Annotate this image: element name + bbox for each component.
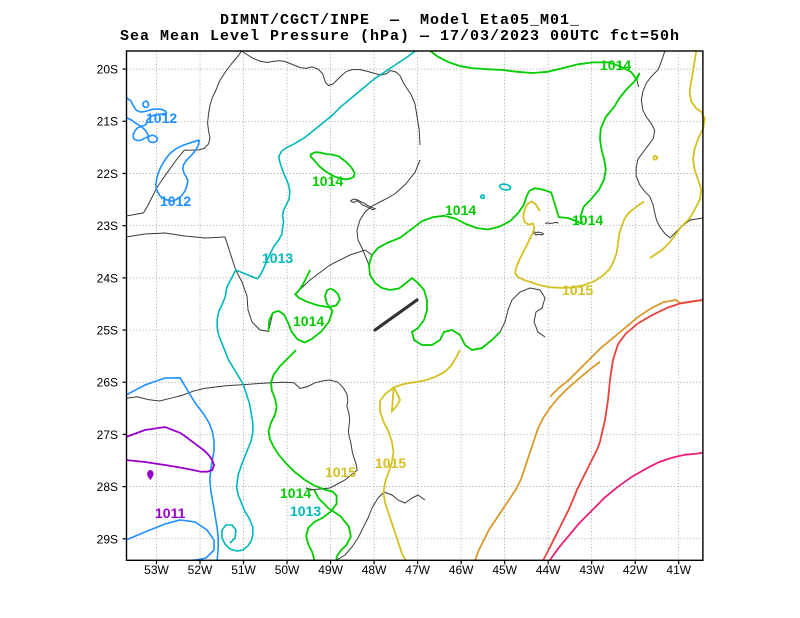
svg-text:1014: 1014 xyxy=(312,173,343,189)
svg-text:1015: 1015 xyxy=(325,464,356,480)
svg-text:22S: 22S xyxy=(97,167,118,181)
svg-text:27S: 27S xyxy=(97,428,118,442)
svg-text:1013: 1013 xyxy=(290,503,321,519)
svg-text:20S: 20S xyxy=(97,63,118,77)
svg-text:1014: 1014 xyxy=(600,57,631,73)
svg-text:47W: 47W xyxy=(405,563,430,577)
svg-text:50W: 50W xyxy=(275,563,300,577)
svg-text:48W: 48W xyxy=(362,563,387,577)
svg-text:51W: 51W xyxy=(231,563,256,577)
svg-text:1014: 1014 xyxy=(293,313,324,329)
svg-text:1013: 1013 xyxy=(262,250,293,266)
svg-text:1012: 1012 xyxy=(146,110,177,126)
svg-text:53W: 53W xyxy=(144,563,169,577)
svg-text:41W: 41W xyxy=(666,563,691,577)
svg-text:43W: 43W xyxy=(579,563,604,577)
svg-text:52W: 52W xyxy=(188,563,213,577)
svg-text:1012: 1012 xyxy=(160,193,191,209)
svg-text:29S: 29S xyxy=(97,532,118,546)
svg-text:23S: 23S xyxy=(97,219,118,233)
svg-text:1014: 1014 xyxy=(445,202,476,218)
svg-text:46W: 46W xyxy=(449,563,474,577)
svg-text:1015: 1015 xyxy=(375,455,406,471)
svg-text:49W: 49W xyxy=(318,563,343,577)
svg-text:1014: 1014 xyxy=(280,485,311,501)
svg-text:21S: 21S xyxy=(97,115,118,129)
svg-text:1015: 1015 xyxy=(562,282,593,298)
svg-text:45W: 45W xyxy=(492,563,517,577)
svg-text:1014: 1014 xyxy=(572,212,603,228)
svg-text:42W: 42W xyxy=(623,563,648,577)
svg-text:44W: 44W xyxy=(536,563,561,577)
svg-text:28S: 28S xyxy=(97,480,118,494)
svg-text:24S: 24S xyxy=(97,271,118,285)
svg-text:26S: 26S xyxy=(97,376,118,390)
svg-text:1011: 1011 xyxy=(155,505,186,521)
svg-text:25S: 25S xyxy=(97,324,118,338)
